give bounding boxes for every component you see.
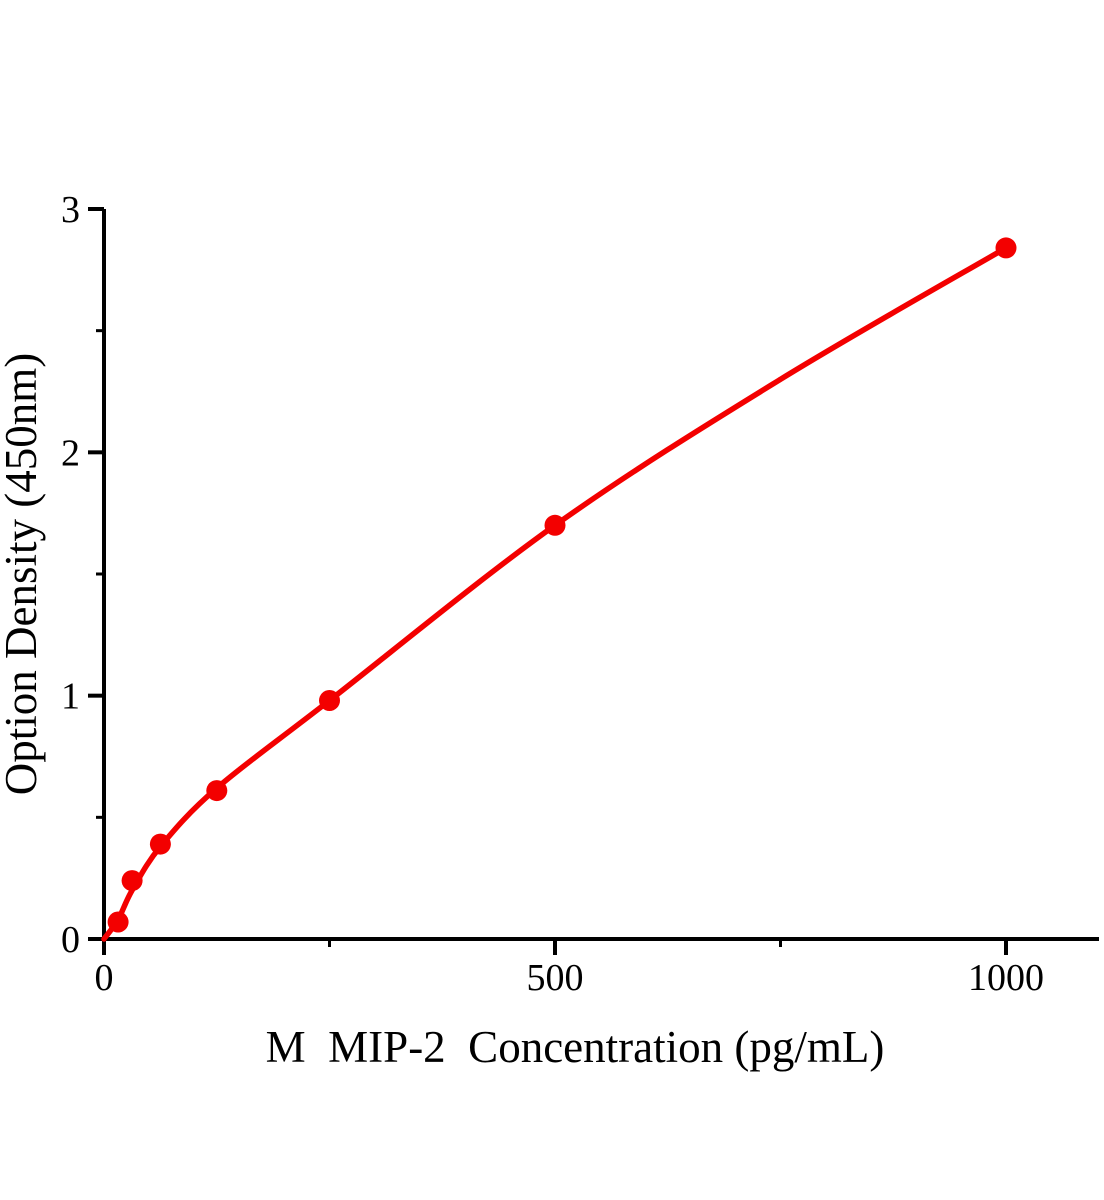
y-tick-label: 1 bbox=[61, 676, 80, 718]
x-tick-label: 500 bbox=[527, 957, 584, 999]
x-tick-label: 0 bbox=[95, 957, 114, 999]
data-points bbox=[107, 237, 1017, 933]
data-point-marker bbox=[319, 690, 340, 711]
x-tick-label: 1000 bbox=[968, 957, 1044, 999]
y-tick-label: 0 bbox=[61, 919, 80, 961]
y-tick-label: 3 bbox=[61, 189, 80, 231]
x-axis-ticks bbox=[102, 939, 1008, 955]
data-point-marker bbox=[206, 780, 228, 802]
y-axis-ticks bbox=[88, 207, 104, 941]
y-tick-label: 2 bbox=[61, 432, 80, 474]
data-point-marker bbox=[995, 237, 1017, 259]
fit-curve-line bbox=[101, 245, 1009, 942]
y-axis-tick-labels: 0 1 2 3 bbox=[61, 189, 80, 961]
x-axis-tick-labels: 0 500 1000 bbox=[95, 957, 1045, 999]
x-axis-label: M MIP-2 Concentration (pg/mL) bbox=[266, 1022, 885, 1072]
axes bbox=[102, 209, 1099, 941]
data-point-marker bbox=[544, 514, 566, 536]
y-axis-label: Option Density (450nm) bbox=[0, 353, 46, 795]
data-point-marker bbox=[149, 833, 171, 855]
data-point-marker bbox=[121, 870, 143, 892]
data-point-marker bbox=[107, 911, 129, 933]
